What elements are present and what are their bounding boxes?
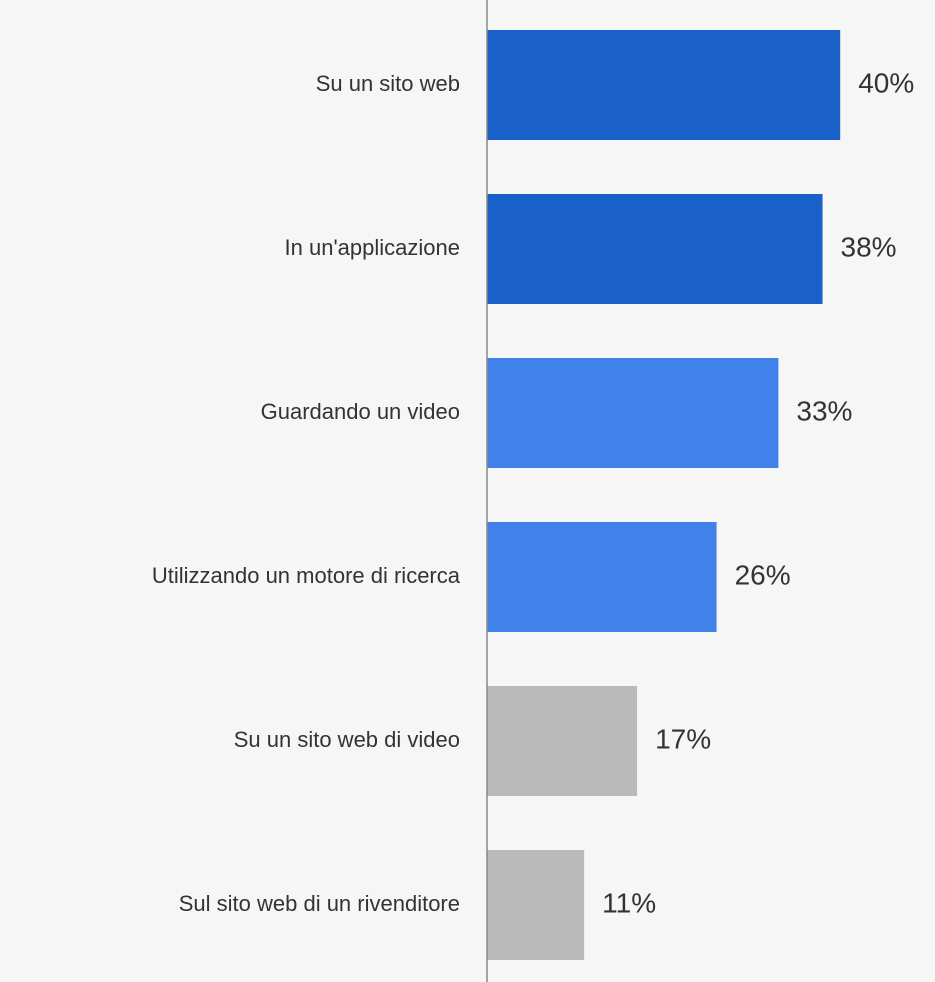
bar <box>487 522 717 632</box>
category-label: Su un sito web <box>316 71 460 96</box>
value-label: 26% <box>735 559 791 590</box>
category-label: Utilizzando un motore di ricerca <box>152 563 461 588</box>
category-label: Sul sito web di un rivenditore <box>179 891 460 916</box>
category-label: Guardando un video <box>261 399 460 424</box>
bar <box>487 194 823 304</box>
value-label: 17% <box>655 723 711 754</box>
category-label: Su un sito web di video <box>234 727 460 752</box>
bar <box>487 686 638 796</box>
bar <box>487 30 841 140</box>
value-label: 11% <box>602 887 656 918</box>
value-label: 40% <box>858 67 914 98</box>
bar <box>487 850 585 960</box>
value-label: 38% <box>841 231 897 262</box>
bar <box>487 358 779 468</box>
value-label: 33% <box>796 395 852 426</box>
category-label: In un'applicazione <box>285 235 460 260</box>
